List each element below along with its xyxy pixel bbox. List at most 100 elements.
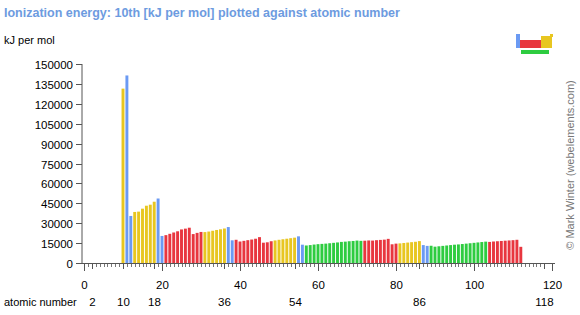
bar — [172, 232, 175, 263]
credit: © Mark Winter (webelements.com) — [564, 80, 576, 249]
bar — [391, 244, 394, 263]
bar — [410, 242, 413, 263]
x-minor-tick — [326, 264, 327, 267]
bar — [496, 241, 499, 263]
x-minor-tick — [458, 264, 459, 267]
bar — [285, 239, 288, 263]
bar — [258, 237, 261, 263]
x-minor-tick — [248, 264, 249, 267]
bar — [367, 240, 370, 263]
x-minor-tick — [392, 264, 393, 267]
x-minor-tick — [447, 264, 448, 267]
block-icon — [516, 34, 553, 54]
x-tick-label: 20 — [156, 279, 169, 291]
x-minor-tick — [361, 264, 362, 267]
bar — [278, 240, 281, 263]
x-minor-tick — [236, 264, 237, 267]
bar — [180, 229, 183, 263]
x-tick — [224, 264, 225, 269]
x-minor-tick — [189, 264, 190, 267]
icon-s — [516, 34, 520, 48]
y-tick-label: 0 — [67, 258, 73, 270]
y-tick — [76, 104, 82, 105]
bar — [223, 229, 226, 263]
bar — [301, 245, 304, 263]
y-tick — [76, 183, 82, 184]
x-minor-tick — [408, 264, 409, 267]
x-minor-tick — [509, 264, 510, 267]
bar — [430, 246, 433, 263]
x-minor-tick — [217, 264, 218, 267]
x-minor-tick — [505, 264, 506, 267]
bar — [441, 246, 444, 263]
y-axis — [82, 64, 83, 263]
y-tick — [76, 223, 82, 224]
bar — [414, 242, 417, 263]
x-tick — [318, 264, 319, 271]
x-label: atomic number — [4, 296, 77, 308]
bar — [344, 242, 347, 263]
x-minor-tick — [119, 264, 120, 267]
x-minor-tick — [174, 264, 175, 267]
bar — [356, 241, 359, 263]
bar — [336, 242, 339, 263]
bar — [449, 245, 452, 263]
x-minor-tick — [197, 264, 198, 267]
x-minor-tick — [497, 264, 498, 267]
bar — [168, 234, 171, 263]
x-tick-label: 80 — [390, 279, 403, 291]
y-tick — [76, 144, 82, 145]
x-minor-tick — [435, 264, 436, 267]
bar — [504, 241, 507, 263]
x-minor-tick — [513, 264, 514, 267]
bar — [184, 229, 187, 263]
bar — [379, 240, 382, 263]
bar — [274, 240, 277, 263]
bar — [235, 240, 238, 263]
x-minor-tick — [525, 264, 526, 267]
x-minor-tick — [299, 264, 300, 267]
x-tick — [92, 264, 93, 269]
x-minor-tick — [427, 264, 428, 267]
y-tick — [76, 203, 82, 204]
bar — [512, 240, 515, 263]
x-tick — [162, 264, 163, 271]
x-tick — [544, 264, 545, 269]
x-minor-tick — [302, 264, 303, 267]
bar — [418, 241, 421, 263]
bar — [426, 246, 429, 263]
bar — [297, 236, 300, 263]
bar — [469, 243, 472, 263]
x-minor-tick — [330, 264, 331, 267]
x-tick — [154, 264, 155, 269]
bar — [157, 199, 160, 263]
x-minor-tick — [345, 264, 346, 267]
bar — [328, 243, 331, 263]
x-minor-tick — [462, 264, 463, 267]
bar — [200, 232, 203, 263]
bar — [137, 212, 140, 263]
bar — [149, 205, 152, 263]
x-minor-tick — [431, 264, 432, 267]
bar — [122, 89, 125, 263]
bar — [309, 245, 312, 263]
x-minor-tick — [150, 264, 151, 267]
x-minor-tick — [365, 264, 366, 267]
bar — [246, 240, 249, 263]
y-tick-label: 30000 — [41, 218, 73, 230]
x-minor-tick — [341, 264, 342, 267]
bar — [215, 230, 218, 263]
bar — [473, 243, 476, 263]
bar — [153, 202, 156, 263]
y-tick-label: 135000 — [35, 79, 73, 91]
x-minor-tick — [486, 264, 487, 267]
x-minor-tick — [221, 264, 222, 267]
x-minor-tick — [404, 264, 405, 267]
y-tick-label: 150000 — [35, 59, 73, 71]
bar — [398, 243, 401, 263]
bar — [402, 243, 405, 263]
bar — [141, 209, 144, 263]
x-minor-tick — [400, 264, 401, 267]
x-minor-tick — [228, 264, 229, 267]
bar — [348, 241, 351, 263]
